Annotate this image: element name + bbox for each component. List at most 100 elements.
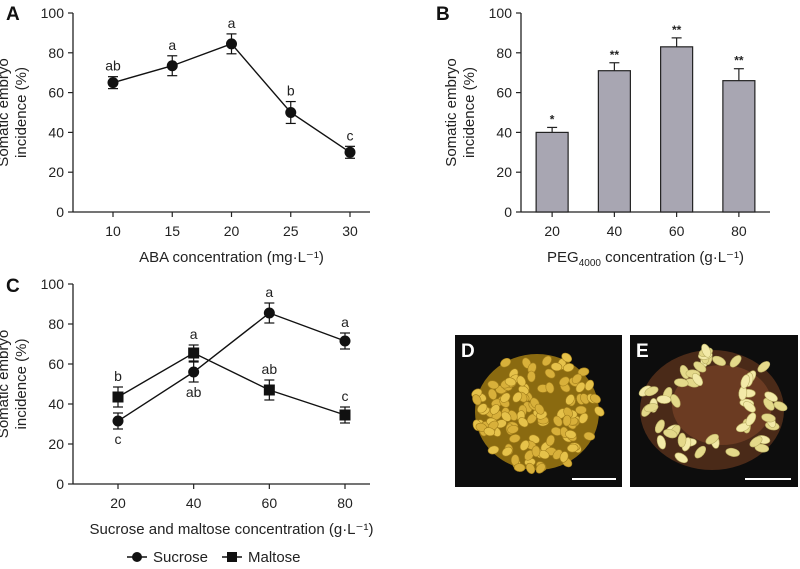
photo-d: D <box>455 335 622 487</box>
embryo-grain <box>519 440 530 451</box>
panel-b-y-tick-label: 60 <box>496 85 512 101</box>
embryo-grain <box>725 447 740 457</box>
embryo-grain <box>566 443 579 453</box>
panel-b-significance-label: ** <box>672 23 682 37</box>
panel-c-sucrose-point <box>188 366 200 378</box>
embryo-grain <box>487 380 499 390</box>
panel-c-sucrose-point <box>339 335 351 347</box>
embryo-grain <box>692 373 703 386</box>
panel-c-maltose-significance-label: ab <box>262 361 278 377</box>
embryo-grain <box>654 419 665 434</box>
panel-b-x-tick-label: 80 <box>731 223 747 239</box>
embryo-grain <box>565 430 577 439</box>
panel-b-x-tick-label: 40 <box>607 223 623 239</box>
panel-a-y-tick-label: 80 <box>48 45 64 61</box>
panel-a-x-tick-label: 15 <box>164 223 180 239</box>
panel-c-sucrose-significance-label: ab <box>186 384 202 400</box>
panel-c-maltose-point <box>263 384 275 396</box>
embryo-grain <box>501 411 512 422</box>
embryo-grain <box>472 394 482 406</box>
embryo-grain <box>561 352 573 363</box>
embryo-grain <box>518 417 529 428</box>
panel-a-series-line <box>112 43 351 153</box>
panel-b-bar <box>722 80 756 213</box>
embryo-grain <box>525 462 536 474</box>
panel-b-bar <box>597 70 631 213</box>
panel-c-x-tick-label: 60 <box>262 495 278 511</box>
panel-c-y-tick-label: 40 <box>48 396 64 412</box>
embryo-grain <box>729 355 742 368</box>
embryo-grain <box>562 363 575 373</box>
embryo-grain <box>487 388 498 400</box>
photo-e: E <box>630 335 798 487</box>
embryo-grain <box>546 434 555 447</box>
embryo-grain <box>487 445 500 455</box>
panel-a-x-tick-label: 25 <box>283 223 299 239</box>
panel-letter-a: A <box>6 4 20 25</box>
embryo-grain <box>594 406 605 417</box>
embryo-grain <box>740 374 750 389</box>
embryo-grain <box>674 378 689 388</box>
panel-b-y-tick-label: 40 <box>496 124 512 140</box>
panel-a-series-significance-label: ab <box>105 58 121 74</box>
embryo-grain <box>550 362 563 372</box>
embryo-grain <box>583 431 596 441</box>
panel-c-x-tick-label: 40 <box>186 495 202 511</box>
embryo-grain <box>504 377 517 387</box>
embryo-grain <box>545 382 555 394</box>
embryo-grain <box>693 361 707 373</box>
embryo-grain <box>490 404 500 415</box>
embryo-grain <box>562 414 572 427</box>
embryo-grain <box>507 424 519 434</box>
panel-c-maltose-point <box>188 347 200 359</box>
embryo-grain <box>663 428 678 439</box>
embryo-grain <box>745 412 757 426</box>
panel-c-maltose-significance-label: b <box>114 368 122 384</box>
panel-b-significance-label: ** <box>610 48 620 62</box>
panel-c-y-tick-label: 0 <box>56 476 64 492</box>
embryo-grain <box>500 392 511 403</box>
panel-c-maltose-point <box>112 391 124 403</box>
legend-maltose-label: Maltose <box>248 549 301 566</box>
embryo-grain <box>534 403 545 415</box>
panel-b-y-title-line2: incidence (%) <box>461 67 478 158</box>
panel-a-chart: 0 20 40 60 80 100 Somatic embryo incidence (%) 1… <box>0 5 370 266</box>
panel-a-y-tick-label: 0 <box>56 204 64 220</box>
panel-a-series-significance-label: a <box>168 37 176 53</box>
panel-c-y-title-line1: Somatic embryo <box>0 330 12 438</box>
panel-b-bar <box>660 46 694 213</box>
panel-a-series-point <box>166 60 178 72</box>
panel-a-y-tick-label: 60 <box>48 85 64 101</box>
panel-b-bar <box>535 131 569 213</box>
embryo-grain <box>509 434 521 443</box>
embryo-grain <box>764 391 778 402</box>
embryo-grain <box>743 401 756 413</box>
panel-b-y-tick-label: 0 <box>504 204 512 220</box>
embryo-grain <box>559 376 570 387</box>
embryo-grain <box>644 386 659 397</box>
panel-c-maltose-line <box>117 352 346 416</box>
embryo-grain <box>670 394 681 408</box>
embryo-grain <box>589 393 601 404</box>
panel-letter-c: C <box>6 276 20 297</box>
legend-sucrose-label: Sucrose <box>153 549 208 566</box>
embryo-grain <box>674 452 688 464</box>
embryo-grain <box>749 436 763 448</box>
embryo-grain <box>541 355 552 367</box>
embryo-grain <box>757 361 771 373</box>
embryo-grain <box>527 370 536 383</box>
panel-c-sucrose-significance-label: c <box>115 431 122 447</box>
panel-a-y-title-line2: incidence (%) <box>13 67 30 158</box>
embryo-grain <box>477 403 488 414</box>
panel-b-x-tick-label: 20 <box>544 223 560 239</box>
embryo-grain <box>644 403 659 413</box>
panel-c-sucrose-point <box>263 307 275 319</box>
panel-a-series-point <box>344 146 356 158</box>
panel-b-significance-label: ** <box>734 54 744 68</box>
embryo-grain <box>544 368 556 379</box>
panel-letter-e: E <box>636 341 649 362</box>
panel-a-series-significance-label: b <box>287 83 295 99</box>
panel-b-x-tick-label: 60 <box>669 223 685 239</box>
embryo-grain <box>578 412 589 424</box>
